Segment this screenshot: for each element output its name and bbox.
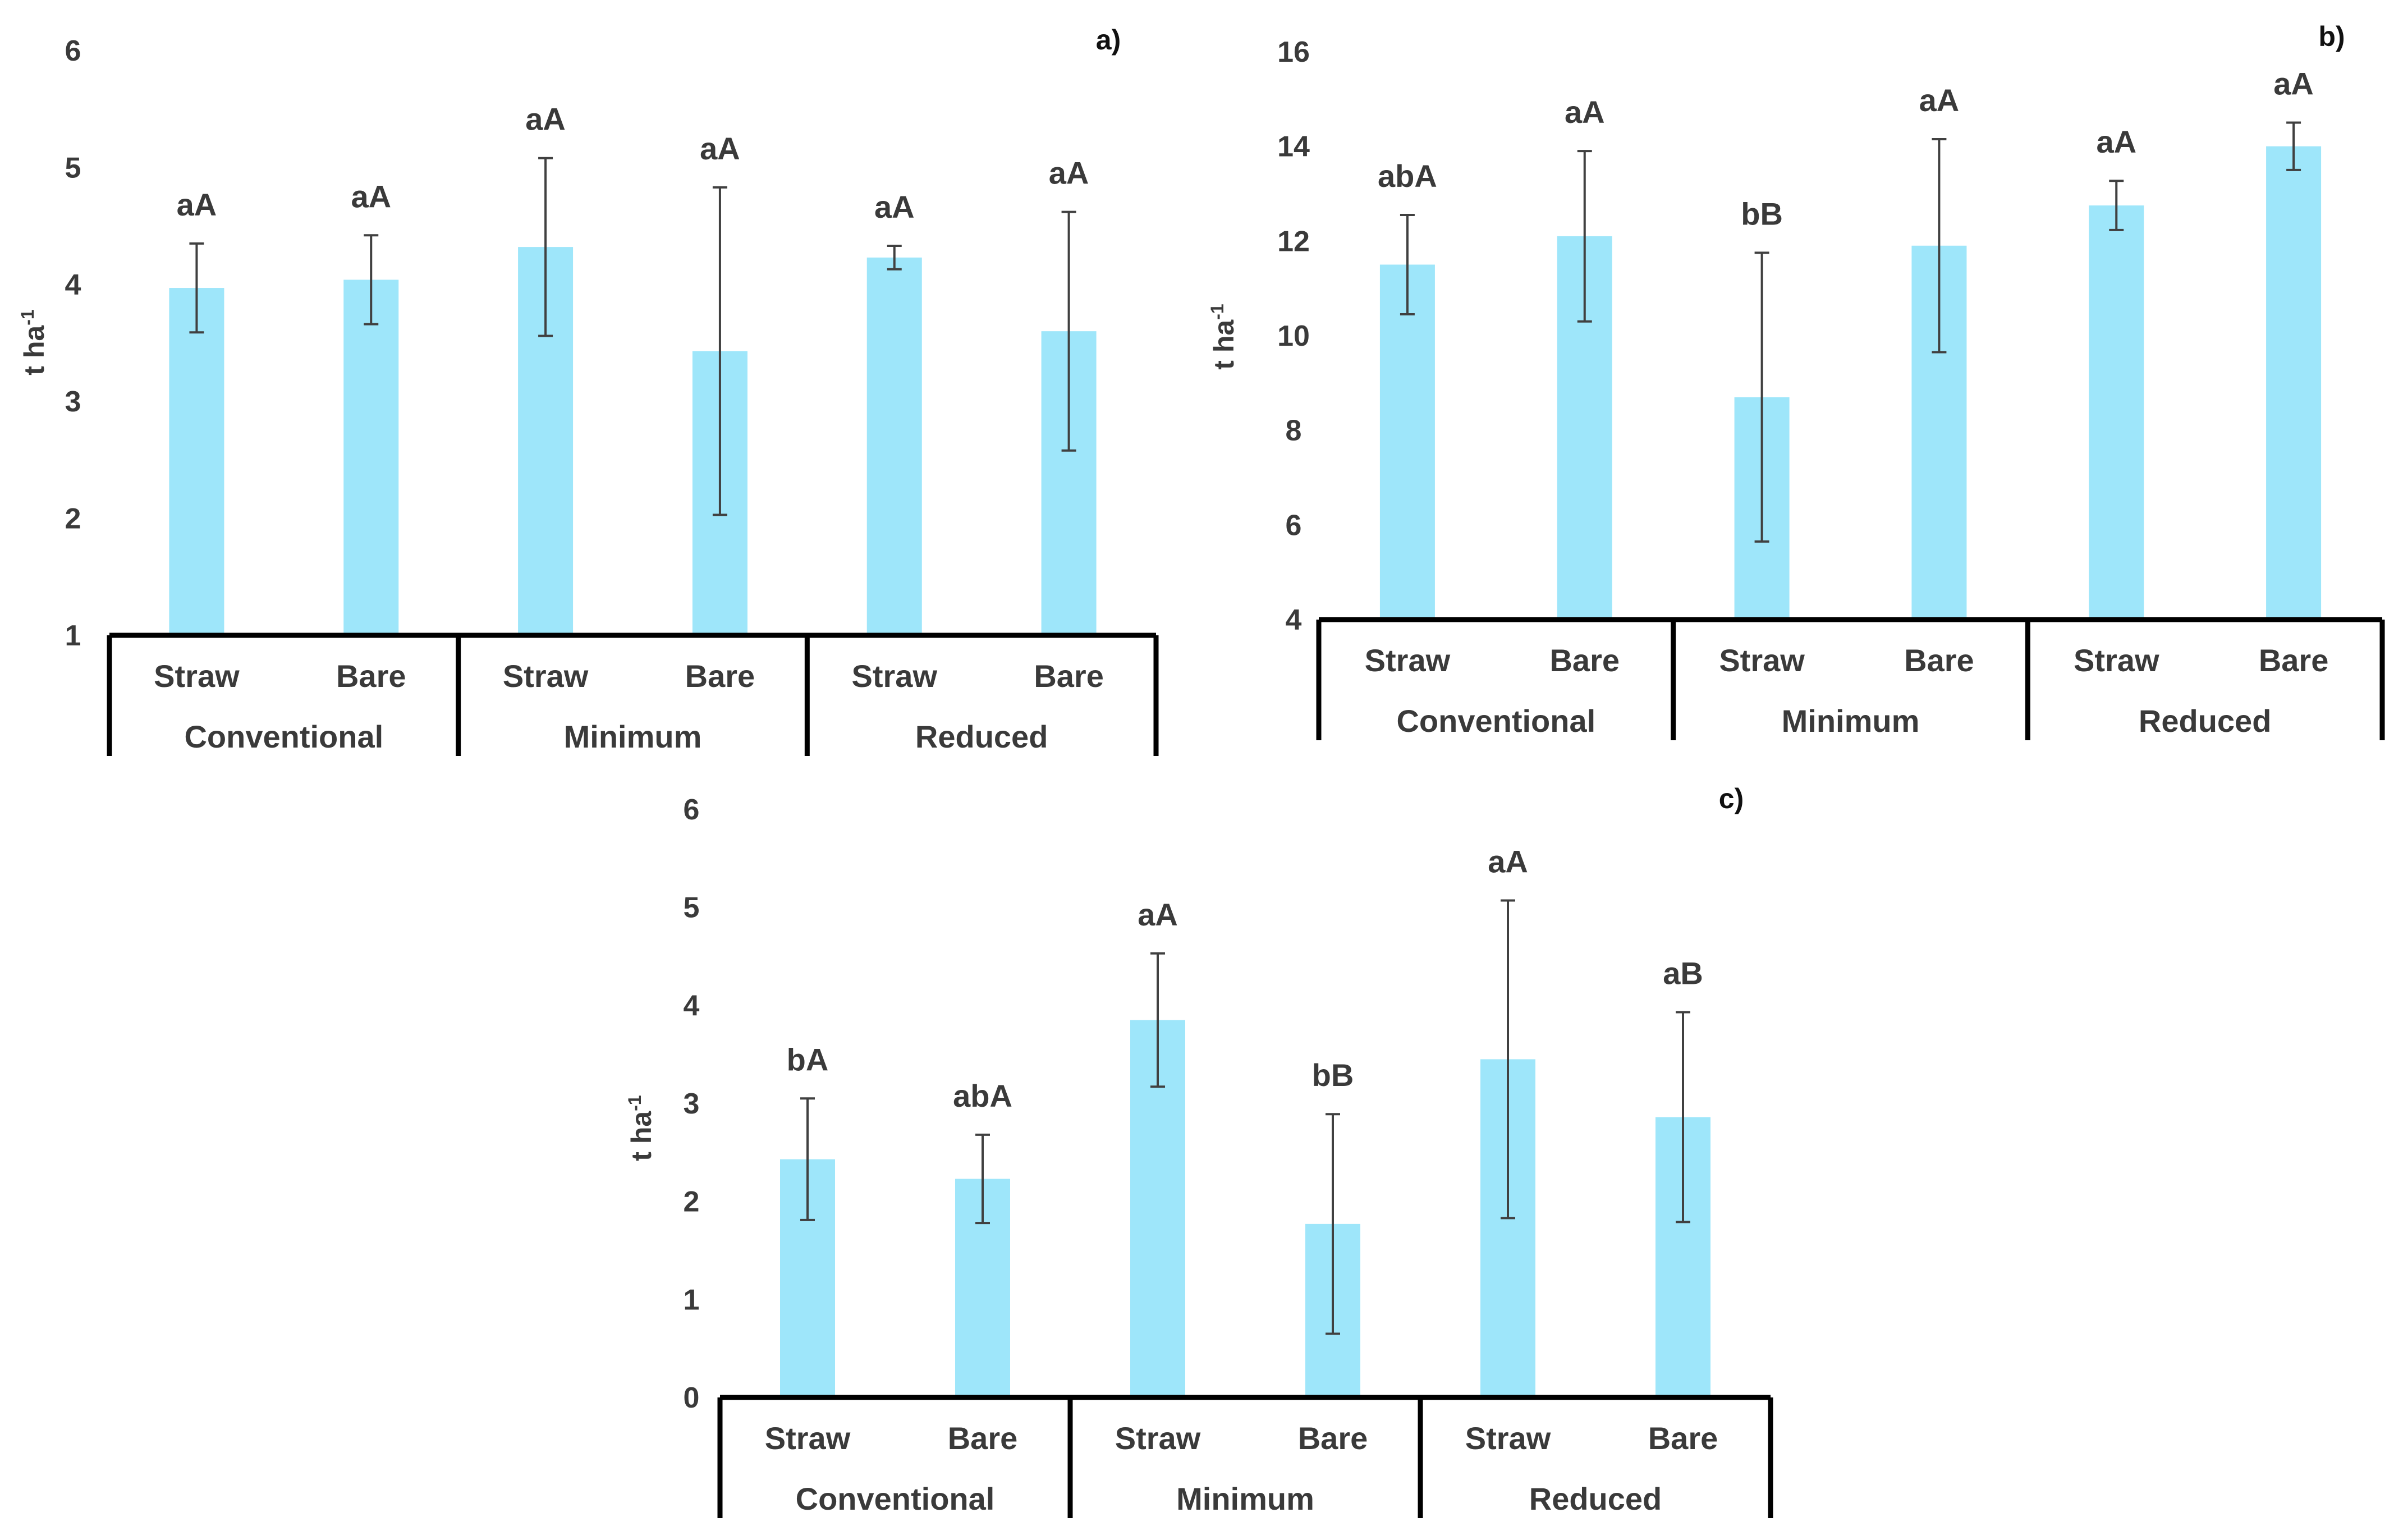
y-tick-label: 2	[65, 503, 81, 535]
y-tick-label: 2	[684, 1186, 700, 1218]
significance-label: aA	[1488, 844, 1528, 879]
y-tick-label: 5	[65, 152, 81, 184]
group-label: Reduced	[915, 719, 1048, 754]
y-tick-label: 6	[684, 794, 700, 826]
y-tick-label: 1	[684, 1284, 700, 1316]
y-tick-label: 16	[1277, 36, 1310, 68]
group-label: Reduced	[2139, 703, 2272, 739]
significance-label: bB	[1312, 1057, 1354, 1093]
y-tick-label: 4	[1286, 604, 1302, 636]
y-tick-label: 14	[1277, 131, 1310, 163]
y-tick-label: 6	[1286, 509, 1302, 542]
significance-label: bA	[787, 1042, 829, 1077]
significance-label: aA	[874, 189, 915, 224]
category-label: Straw	[1719, 643, 1805, 678]
group-label: Conventional	[1396, 703, 1595, 739]
bar	[169, 288, 224, 635]
significance-label: aA	[1565, 94, 1605, 130]
y-tick-label: 5	[684, 892, 700, 924]
group-label: Conventional	[184, 719, 383, 754]
significance-label: aA	[1049, 155, 1089, 191]
significance-label: bB	[1741, 196, 1783, 231]
y-tick-label: 0	[684, 1382, 700, 1414]
category-label: Straw	[1365, 643, 1451, 678]
category-label: Bare	[1298, 1420, 1368, 1456]
significance-label: aA	[1919, 82, 1960, 118]
panel-label: a)	[1096, 24, 1121, 56]
panel-label: b)	[2318, 21, 2345, 52]
category-label: Straw	[852, 658, 938, 694]
y-tick-label: 4	[65, 269, 81, 301]
category-label: Bare	[1549, 643, 1620, 678]
category-label: Straw	[154, 658, 240, 694]
bar	[343, 279, 399, 635]
category-label: Bare	[1034, 658, 1104, 694]
category-label: Bare	[685, 658, 755, 694]
y-axis-label: t ha-1	[625, 1095, 657, 1161]
category-label: Bare	[1904, 643, 1974, 678]
group-label: Minimum	[1176, 1481, 1314, 1516]
bar	[866, 257, 922, 635]
significance-label: aA	[351, 178, 391, 214]
significance-label: aA	[177, 187, 217, 222]
significance-label: aA	[2096, 124, 2136, 159]
group-label: Reduced	[1529, 1481, 1662, 1516]
y-tick-label: 3	[684, 1088, 700, 1120]
chart-panel-c: c) 0 1 2 3 4 5 6 t ha-1 bA abA aA bB aA aB Straw Bare Str…	[625, 783, 1773, 1518]
category-label: Straw	[503, 658, 589, 694]
y-tick-label: 3	[65, 386, 81, 418]
group-label: Minimum	[564, 719, 702, 754]
y-tick-label: 6	[65, 35, 81, 67]
group-label: Conventional	[796, 1481, 995, 1516]
bar	[2266, 146, 2322, 620]
category-label: Straw	[1115, 1420, 1201, 1456]
significance-label: aA	[2273, 66, 2314, 102]
significance-label: aB	[1663, 956, 1703, 991]
category-label: Bare	[948, 1420, 1018, 1456]
chart-panel-a: a) 1 2 3 4 5 6 t ha-1 aA aA aA aA aA aA Straw Bare Straw…	[17, 24, 1159, 756]
y-tick-label: 8	[1286, 415, 1302, 447]
category-label: Straw	[2074, 643, 2159, 678]
y-axis-label: t ha-1	[17, 309, 50, 375]
category-label: Bare	[336, 658, 406, 694]
chart-panel-b: b) 4 6 8 10 12 14 16 t ha-1 abA aA bB aA aA aA Straw Bar…	[1207, 21, 2385, 740]
group-label: Minimum	[1782, 703, 1920, 739]
significance-label: aA	[700, 131, 740, 166]
bar	[1379, 264, 1435, 620]
significance-label: aA	[1138, 897, 1178, 932]
category-label: Bare	[1648, 1420, 1718, 1456]
category-label: Straw	[765, 1420, 851, 1456]
bar	[2089, 205, 2144, 620]
significance-label: abA	[1378, 158, 1437, 194]
y-tick-label: 12	[1277, 225, 1310, 258]
y-tick-label: 10	[1277, 320, 1310, 352]
significance-label: abA	[953, 1078, 1012, 1113]
significance-label: aA	[525, 102, 566, 137]
y-axis-label: t ha-1	[1207, 304, 1240, 369]
category-label: Straw	[1465, 1420, 1551, 1456]
y-tick-label: 1	[65, 620, 81, 652]
y-tick-label: 4	[684, 989, 700, 1022]
panel-label: c)	[1719, 783, 1744, 814]
category-label: Bare	[2259, 643, 2329, 678]
